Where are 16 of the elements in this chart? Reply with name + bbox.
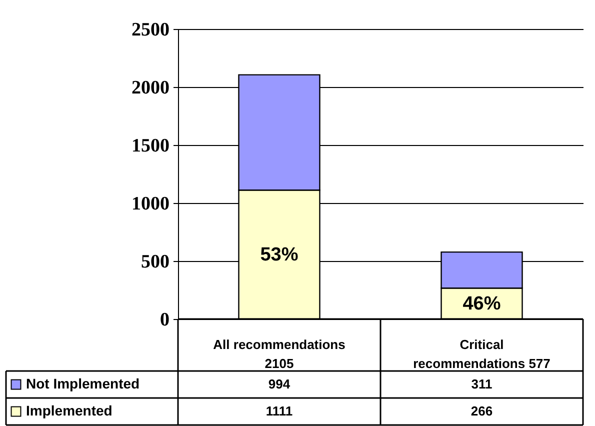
y-tick-label: 2500 xyxy=(132,20,170,40)
data-label: 311 xyxy=(471,376,492,392)
y-tick-label: 500 xyxy=(141,252,170,272)
legend-label: Implemented xyxy=(26,402,112,418)
annotation: 46% xyxy=(462,294,501,315)
y-tick-label: 1500 xyxy=(132,136,170,156)
x-tick-label: Critical recommendations 577 xyxy=(413,337,550,371)
y-tick-label: 1000 xyxy=(132,194,170,214)
annotation: 53% xyxy=(260,244,298,266)
data-label: 994 xyxy=(268,376,291,392)
x-tick-label: All recommendations 2105 xyxy=(213,337,346,371)
y-tick-label: 2000 xyxy=(132,78,170,98)
legend-label: Not Implemented xyxy=(26,376,140,392)
y-tick-label: 0 xyxy=(160,310,170,330)
data-label: 1111 xyxy=(266,404,293,418)
data-label: 266 xyxy=(470,404,493,418)
